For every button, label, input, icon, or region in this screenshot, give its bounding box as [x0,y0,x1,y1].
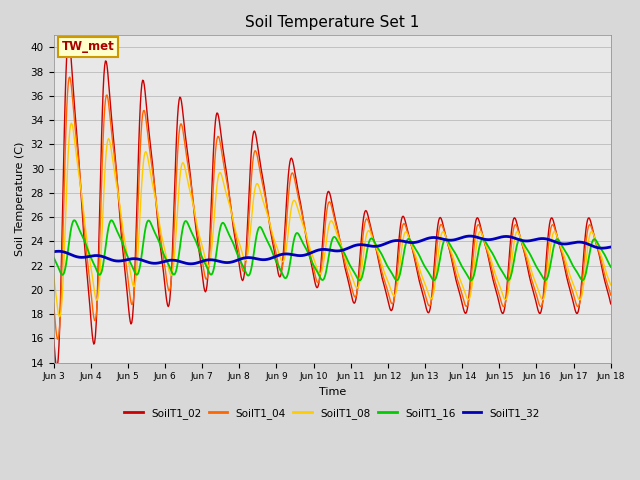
SoilT1_04 [61,179,68,184]
SoilT1_02 [65,36,72,42]
SoilT1_32 [50,249,58,255]
SoilT1_02 [118,244,126,250]
Line: SoilT1_02: SoilT1_02 [54,39,611,368]
Line: SoilT1_08: SoilT1_08 [54,123,611,317]
SoilT1_04 [50,300,58,306]
SoilT1_02 [61,126,68,132]
SoilT1_32 [173,258,181,264]
Legend: SoilT1_02, SoilT1_04, SoilT1_08, SoilT1_16, SoilT1_32: SoilT1_02, SoilT1_04, SoilT1_08, SoilT1_… [120,404,545,423]
SoilT1_08 [418,272,426,278]
SoilT1_32 [417,238,425,244]
SoilT1_08 [50,272,58,277]
SoilT1_02 [607,301,614,307]
SoilT1_04 [205,266,212,272]
SoilT1_16 [118,238,125,244]
SoilT1_08 [401,229,409,235]
SoilT1_08 [61,248,68,253]
SoilT1_02 [401,219,409,225]
SoilT1_32 [204,257,212,263]
X-axis label: Time: Time [319,387,346,397]
SoilT1_16 [356,277,364,283]
Line: SoilT1_04: SoilT1_04 [54,77,611,339]
SoilT1_32 [60,249,67,255]
SoilT1_16 [401,242,409,248]
SoilT1_02 [418,287,426,292]
SoilT1_32 [466,233,474,239]
Text: TW_met: TW_met [62,40,115,53]
SoilT1_32 [401,239,408,244]
SoilT1_02 [50,333,58,338]
SoilT1_04 [607,292,614,298]
SoilT1_04 [54,336,61,342]
SoilT1_08 [205,264,212,269]
SoilT1_04 [118,233,126,239]
SoilT1_04 [175,130,183,136]
SoilT1_16 [175,256,182,262]
SoilT1_08 [56,314,63,320]
SoilT1_04 [401,223,409,228]
Y-axis label: Soil Temperature (C): Soil Temperature (C) [15,142,25,256]
SoilT1_04 [418,280,426,286]
Title: Soil Temperature Set 1: Soil Temperature Set 1 [245,15,419,30]
SoilT1_16 [204,266,212,272]
Line: SoilT1_32: SoilT1_32 [54,236,611,264]
SoilT1_16 [70,217,78,223]
SoilT1_08 [67,120,75,126]
SoilT1_32 [117,258,125,264]
SoilT1_16 [60,271,67,277]
SoilT1_08 [175,184,183,190]
SoilT1_16 [607,264,614,270]
SoilT1_32 [187,261,195,267]
SoilT1_16 [50,254,58,260]
SoilT1_08 [607,282,614,288]
Line: SoilT1_16: SoilT1_16 [54,220,611,280]
SoilT1_08 [118,223,126,229]
SoilT1_16 [418,257,426,263]
SoilT1_04 [66,74,74,80]
SoilT1_02 [205,263,212,268]
SoilT1_02 [175,97,183,103]
SoilT1_32 [607,244,614,250]
SoilT1_02 [52,365,60,371]
